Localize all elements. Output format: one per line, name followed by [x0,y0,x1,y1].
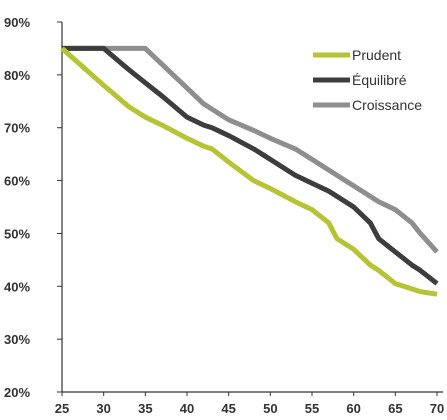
x-tick-label: 35 [138,401,152,416]
x-tick-label: 50 [263,401,277,416]
y-tick-label: 90% [4,15,30,30]
x-axis: 25 30 35 40 45 50 55 60 65 70 [55,391,444,416]
y-tick-label: 80% [4,68,30,83]
y-tick-label: 60% [4,174,30,189]
legend-label: Croissance [352,97,422,113]
series-line-prudent [60,46,438,297]
x-tick-label: 60 [346,401,360,416]
series-line-quilibr [62,45,439,286]
legend: Prudent Équilibré Croissance [313,47,422,113]
y-tick-label: 70% [4,121,30,136]
series-lines [60,45,439,297]
x-tick-label: 45 [221,401,235,416]
x-tick-label: 70 [430,401,444,416]
y-tick-label: 50% [4,226,30,241]
x-tick-label: 25 [55,401,69,416]
legend-label: Équilibré [352,72,407,88]
y-tick-label: 20% [4,385,30,400]
y-axis: 20% 30% 40% 50% 60% 70% 80% 90% [4,15,63,400]
x-tick-label: 30 [96,401,110,416]
x-tick-label: 65 [388,401,402,416]
y-tick-label: 30% [4,332,30,347]
x-tick-label: 40 [180,401,194,416]
legend-label: Prudent [352,47,401,63]
y-tick-label: 40% [4,279,30,294]
x-tick-label: 55 [305,401,319,416]
series-line-croissance [62,45,439,254]
